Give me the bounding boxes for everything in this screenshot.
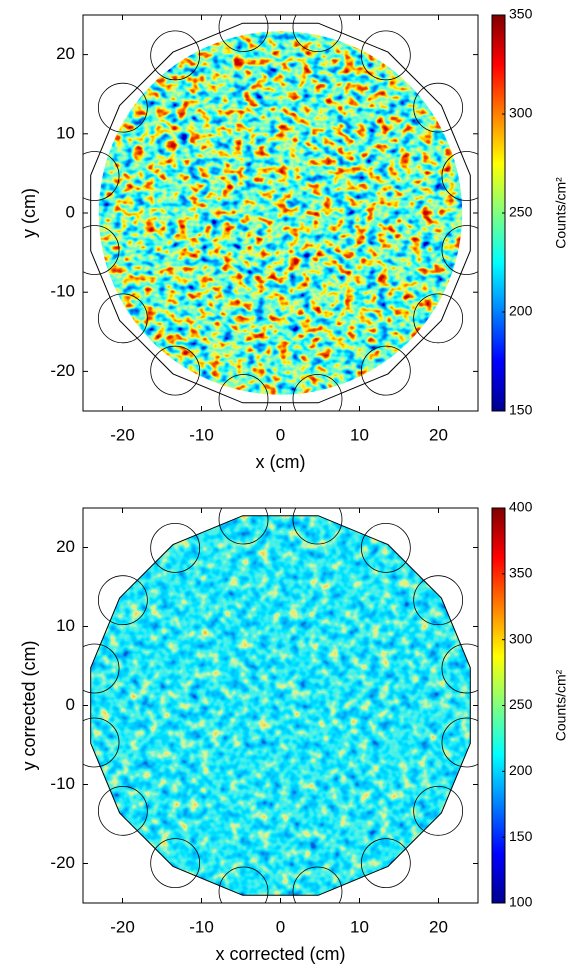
y-tick-label: -20 xyxy=(50,361,75,380)
pmt-circle xyxy=(413,82,464,133)
x-tick-label: 20 xyxy=(429,917,448,936)
pmt-circle xyxy=(413,785,464,836)
y-tick-label: 20 xyxy=(56,44,75,63)
colorbar-tick-label: 300 xyxy=(509,105,533,121)
pmt-circle xyxy=(360,522,411,573)
pmt-circle xyxy=(292,508,343,545)
pmt-circle xyxy=(83,151,120,201)
pmt-circle xyxy=(150,522,201,573)
x-tick-label: 10 xyxy=(350,425,369,444)
pmt-circle xyxy=(360,30,411,81)
heatmap-image xyxy=(90,515,471,896)
x-axis-label: x corrected (cm) xyxy=(215,944,345,964)
pmt-circle xyxy=(97,293,148,344)
colorbar-tick-label: 350 xyxy=(509,565,533,581)
y-tick-label: 0 xyxy=(66,695,75,714)
x-tick-label: -10 xyxy=(189,425,214,444)
y-tick-label: -10 xyxy=(50,774,75,793)
y-tick-label: 10 xyxy=(56,123,75,142)
colorbar-tick-label: 150 xyxy=(509,828,533,844)
heatmap-image xyxy=(98,31,463,395)
colorbar-tick-label: 150 xyxy=(509,402,533,418)
colorbar-tick-label: 250 xyxy=(509,204,533,220)
y-tick-label: 0 xyxy=(66,202,75,221)
colorbar-tick-label: 400 xyxy=(509,499,533,515)
pmt-circle xyxy=(83,225,120,275)
pmt-circle xyxy=(441,225,478,275)
pmt-circle xyxy=(413,575,464,626)
x-tick-label: -10 xyxy=(189,917,214,936)
pmt-circle xyxy=(97,575,148,626)
pmt-circle xyxy=(292,866,343,903)
x-tick-label: 10 xyxy=(350,917,369,936)
pmt-circle xyxy=(292,15,343,52)
x-tick-label: -20 xyxy=(110,425,135,444)
pmt-circle xyxy=(441,643,478,694)
y-tick-label: 10 xyxy=(56,616,75,635)
colorbar-tick-label: 350 xyxy=(509,6,533,22)
x-tick-label: 0 xyxy=(276,917,285,936)
pmt-circle xyxy=(97,82,148,133)
y-tick-label: 20 xyxy=(56,537,75,556)
colorbar-tick-label: 300 xyxy=(509,630,533,646)
pmt-circle xyxy=(292,374,343,411)
pmt-circle xyxy=(218,508,269,545)
x-tick-label: 0 xyxy=(276,425,285,444)
pmt-circle xyxy=(441,717,478,768)
pmt-circle xyxy=(83,643,120,694)
colorbar-tick-label: 250 xyxy=(509,696,533,712)
pmt-circle xyxy=(83,717,120,768)
x-tick-label: -20 xyxy=(110,917,135,936)
y-axis-label: y (cm) xyxy=(19,188,39,238)
colorbar-tick-label: 100 xyxy=(509,894,533,910)
colorbar-label: Counts/cm² xyxy=(553,669,569,741)
pmt-circle xyxy=(360,838,411,889)
y-axis-label: y corrected (cm) xyxy=(19,640,39,770)
pmt-circle xyxy=(413,293,464,344)
pmt-circle xyxy=(218,15,269,52)
y-tick-label: -10 xyxy=(50,282,75,301)
pmt-circle xyxy=(218,866,269,903)
pmt-circle xyxy=(150,838,201,889)
colorbar-tick-label: 200 xyxy=(509,762,533,778)
colorbar-label: Counts/cm² xyxy=(553,177,569,249)
colorbar-tick-label: 200 xyxy=(509,303,533,319)
outline xyxy=(90,515,471,896)
pmt-circle xyxy=(441,151,478,201)
x-axis-label: x (cm) xyxy=(256,452,306,472)
pmt-circle xyxy=(97,785,148,836)
x-tick-label: 20 xyxy=(429,425,448,444)
pmt-circle xyxy=(218,374,269,411)
pmt-circle xyxy=(150,30,201,81)
outline xyxy=(90,22,471,404)
pmt-circle xyxy=(150,345,201,396)
pmt-circle xyxy=(360,345,411,396)
y-tick-label: -20 xyxy=(50,853,75,872)
